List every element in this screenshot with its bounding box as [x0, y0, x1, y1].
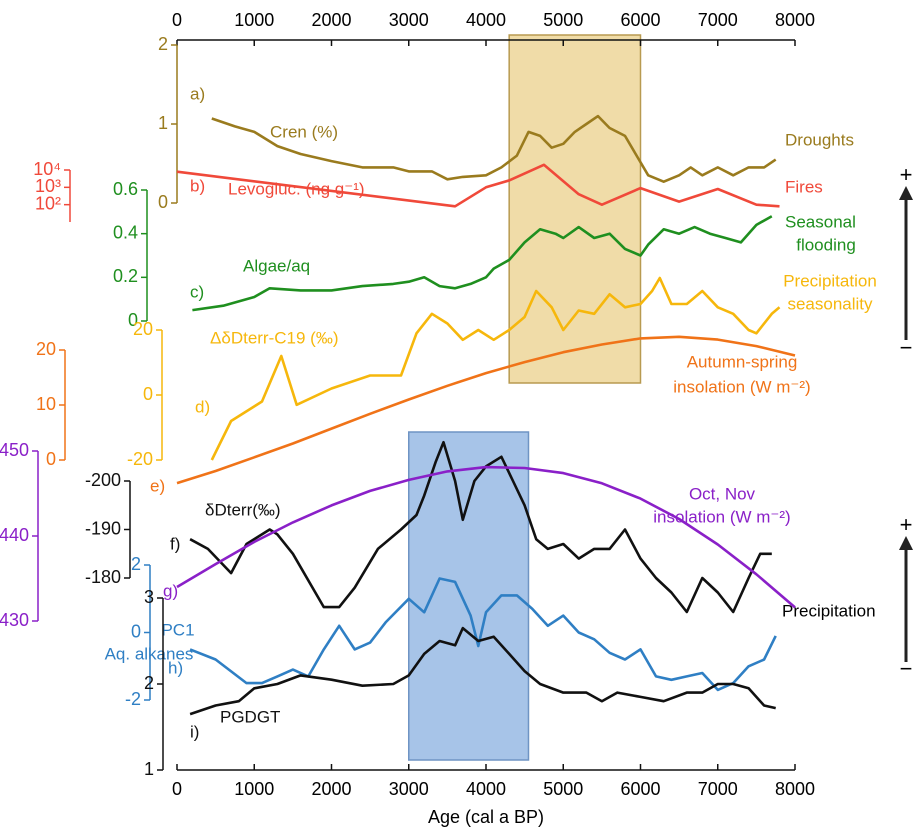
series-interpretation: Seasonal [785, 212, 856, 231]
y-tick-label: 2 [144, 673, 154, 693]
x-tick-label: 4000 [466, 10, 506, 30]
y-tick-label: 2 [131, 554, 141, 574]
series-letter: h) [168, 658, 183, 677]
series-interpretation: insolation (W m⁻²) [653, 507, 790, 526]
x-tick-label: 1000 [234, 779, 274, 799]
y-tick-label: -190 [85, 518, 121, 538]
series-line [176, 163, 780, 208]
series-letter: g) [163, 581, 178, 600]
y-tick-label: 10³ [35, 176, 61, 196]
series-line [189, 440, 772, 614]
series-line [210, 276, 781, 461]
y-tick-label: -200 [85, 470, 121, 490]
series-label: Levogluc. (ng g⁻¹) [228, 179, 365, 198]
arrow-top-label: + [900, 512, 913, 537]
x-tick-label: 8000 [775, 10, 815, 30]
series-letter: a) [190, 84, 205, 103]
series-interpretation: Droughts [785, 130, 854, 149]
series-label: Algae/aq [243, 256, 310, 275]
series-interpretation: Precipitation [783, 271, 877, 290]
arrow-head [899, 186, 913, 200]
x-tick-label: 6000 [620, 779, 660, 799]
y-tick-label: 1 [144, 759, 154, 779]
series-line [189, 626, 776, 716]
series-label: Cren (%) [270, 122, 338, 141]
scale-arrow [899, 186, 913, 662]
series-interpretation: Fires [785, 177, 823, 196]
x-tick-label: 3000 [389, 779, 429, 799]
y-tick-label: 10² [35, 193, 61, 213]
series-interpretation: seasonality [787, 294, 873, 313]
y-tick-label: -180 [85, 567, 121, 587]
arrow-head [899, 536, 913, 550]
series-line [211, 114, 777, 183]
y-tick-label: 10 [36, 394, 56, 414]
y-tick-label: 20 [133, 319, 153, 339]
x-tick-label: 7000 [698, 10, 738, 30]
shaded-period [508, 34, 642, 384]
x-tick-label: 8000 [775, 779, 815, 799]
x-tick-label: 4000 [466, 779, 506, 799]
series-label: ΔδDterr-C19 (‰) [210, 328, 339, 347]
y-tick-label: 440 [0, 525, 29, 545]
series-line [176, 335, 796, 485]
x-tick-label: 0 [172, 779, 182, 799]
y-tick-label: 10⁴ [33, 159, 61, 179]
y-tick-label: 0.6 [113, 179, 138, 199]
x-axis-title: Age (cal a BP) [428, 807, 544, 827]
y-tick-label: 1 [158, 113, 168, 133]
x-tick-label: 5000 [543, 10, 583, 30]
y-tick-label: 0 [143, 384, 153, 404]
series-letter: e) [150, 476, 165, 495]
arrow-bottom-label: − [900, 656, 913, 681]
x-tick-label: 5000 [543, 779, 583, 799]
x-tick-label: 3000 [389, 10, 429, 30]
series-label: PGDGT [220, 707, 280, 726]
arrow-bottom-label: − [900, 335, 913, 360]
series-label: PC1 [161, 620, 194, 639]
y-tick-label: 0.2 [113, 266, 138, 286]
x-tick-label: 2000 [311, 10, 351, 30]
y-tick-label: 20 [36, 339, 56, 359]
series-interpretation: insolation (W m⁻²) [673, 377, 810, 396]
series-line [189, 577, 777, 692]
y-tick-label: 3 [144, 587, 154, 607]
y-tick-label: 0 [131, 621, 141, 641]
series-letter: i) [190, 722, 199, 741]
series-letter: b) [190, 176, 205, 195]
series-label: δDterr(‰) [205, 500, 281, 519]
x-tick-label: 6000 [620, 10, 660, 30]
y-tick-label: 2 [158, 34, 168, 54]
y-tick-label: 0 [158, 192, 168, 212]
series-interpretation: Oct, Nov [689, 484, 756, 503]
arrow-top-label: + [900, 162, 913, 187]
y-tick-label: -2 [125, 689, 141, 709]
y-tick-label: -20 [127, 449, 153, 469]
x-tick-label: 7000 [698, 779, 738, 799]
series-label: Aq. alkanes [105, 644, 194, 663]
y-tick-label: 430 [0, 610, 29, 630]
x-tick-label: 1000 [234, 10, 274, 30]
y-tick-label: 0.4 [113, 222, 138, 242]
y-tick-label: 450 [0, 440, 29, 460]
series-line [176, 465, 796, 609]
y-tick-label: 0 [46, 449, 56, 469]
annotation: Precipitation [782, 601, 876, 620]
series-letter: f) [170, 534, 180, 553]
x-tick-label: 0 [172, 10, 182, 30]
series-line [192, 215, 773, 312]
series-interpretation: Autumn-spring [687, 352, 798, 371]
series-letter: c) [190, 282, 204, 301]
series-letter: d) [195, 397, 210, 416]
y-tick-label: 0 [128, 310, 138, 330]
x-tick-label: 2000 [311, 779, 351, 799]
series-interpretation: flooding [796, 235, 856, 254]
